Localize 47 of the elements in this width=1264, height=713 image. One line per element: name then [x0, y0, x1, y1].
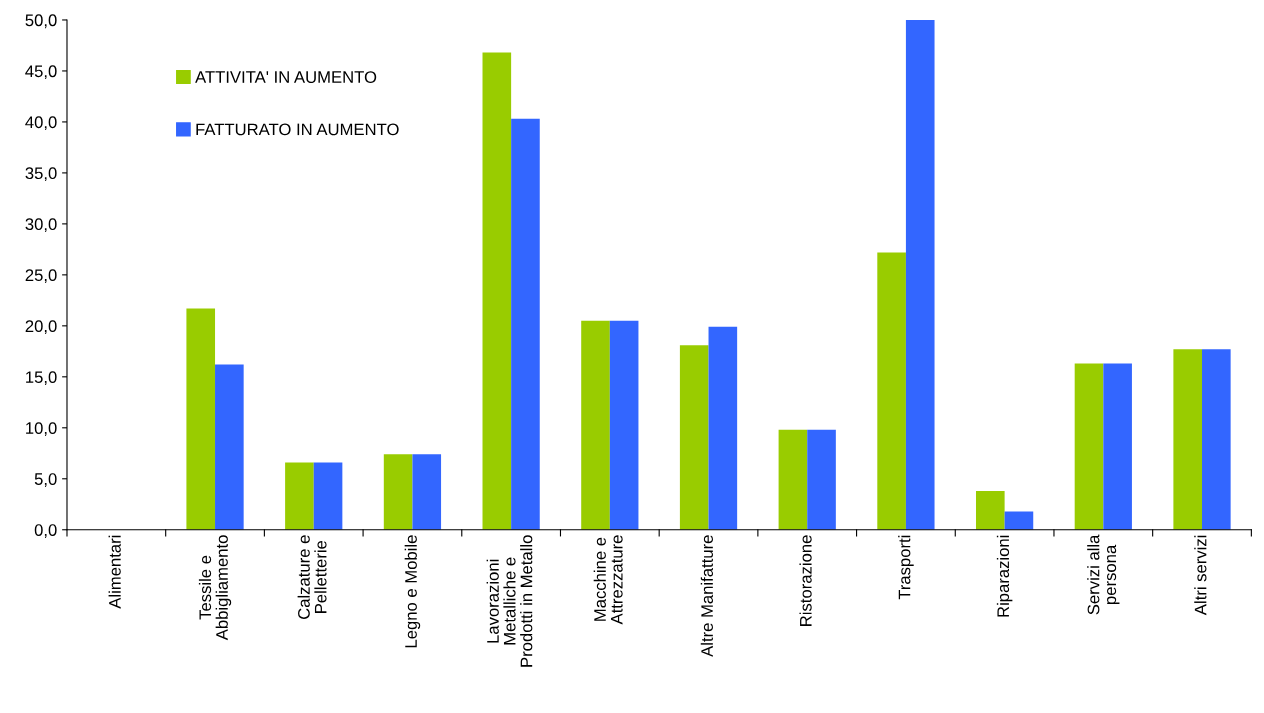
x-tick-label: Calzature e Pelletterie [297, 535, 327, 619]
x-tick-label: Lavorazioni Metalliche e Prodotti in Metallo [486, 535, 533, 667]
bar [679, 345, 709, 530]
y-tick-label: 5,0 [34, 473, 57, 487]
bar [807, 429, 836, 530]
y-tick-label: 45,0 [25, 65, 57, 80]
x-tick-label: Altri servizi [1194, 535, 1207, 616]
bar [581, 320, 610, 530]
y-tick-label: 30,0 [25, 218, 57, 233]
y-tick-label: 50,0 [25, 14, 57, 29]
bar [609, 320, 639, 530]
legend-label: ATTIVITA' IN AUMENTO [195, 71, 377, 83]
y-tick-label: 35,0 [25, 167, 57, 182]
bar [708, 326, 738, 530]
x-tick-label: Ristorazione [799, 535, 812, 626]
bar [511, 118, 540, 530]
y-tick-label: 40,0 [25, 116, 57, 131]
y-tick-label: 0,0 [34, 524, 57, 538]
x-tick-label: Macchine e Attrezzature [593, 535, 623, 625]
bar [1202, 349, 1231, 530]
bar [877, 252, 906, 530]
y-tick-label: 20,0 [25, 320, 57, 335]
x-tick-label: Legno e Mobile [404, 535, 421, 648]
bar [905, 19, 935, 530]
y-tick-label: 15,0 [26, 371, 57, 385]
bar [482, 52, 512, 530]
x-tick-label: Alimentari [108, 535, 121, 609]
bar [1004, 511, 1034, 530]
x-tick-label: Trasporti [898, 535, 914, 600]
bar [285, 462, 314, 530]
bar [778, 429, 808, 530]
x-tick-label: Riparazioni [996, 535, 1013, 617]
x-tick-label: Altre Manifatture [700, 535, 713, 657]
bar [1103, 363, 1132, 530]
bar [1173, 349, 1203, 530]
bar [383, 454, 413, 530]
bar [412, 454, 442, 530]
x-tick-label: Servizi alla persona [1087, 534, 1120, 615]
y-tick-label: 10,0 [26, 422, 57, 436]
legend-label: FATTURATO IN AUMENTO [196, 123, 399, 136]
x-tick-label: Tessile e Abbigliamento [198, 535, 232, 641]
y-tick-label: 25,0 [25, 269, 57, 284]
bar [975, 491, 1005, 530]
bar [215, 364, 244, 530]
bar [1074, 363, 1104, 530]
bar [186, 308, 216, 530]
bar [313, 462, 343, 530]
